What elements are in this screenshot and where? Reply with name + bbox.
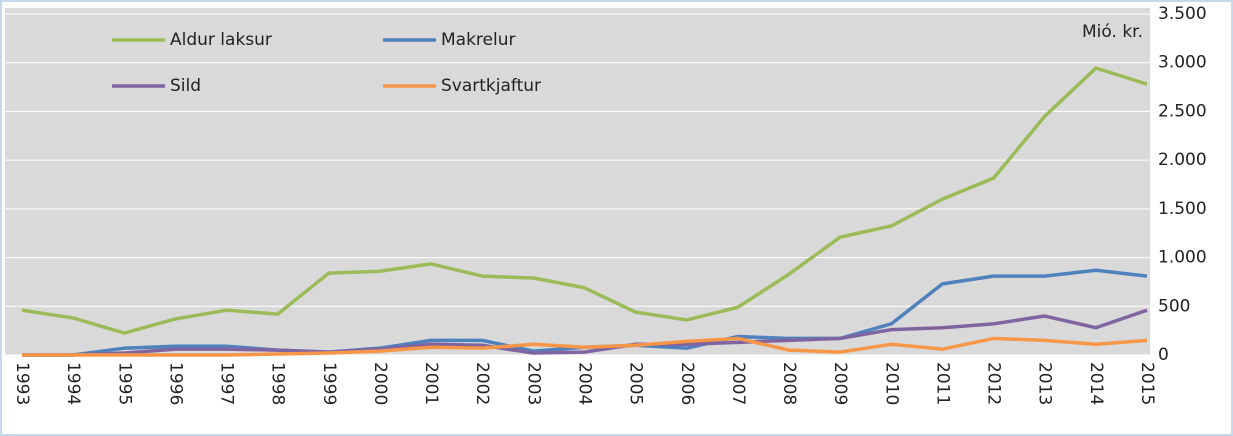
x-tick-label: 2003 [523,362,543,405]
x-tick-label: 1997 [217,362,237,405]
x-tick-label: 1995 [114,362,134,405]
y-tick-label: 500 [1158,296,1190,316]
x-tick-label: 2000 [370,362,390,405]
legend-label: Makrelur [441,30,516,50]
x-tick-label: 2007 [728,362,748,405]
x-tick-label: 2009 [830,362,850,405]
x-tick-label: 1998 [268,362,288,405]
series-line [22,336,1148,357]
x-tick-label: 2008 [779,362,799,405]
y-tick-label: 3.000 [1158,53,1207,73]
y-tick-label: 0 [1158,345,1169,365]
y-tick-label: 2.500 [1158,101,1207,121]
x-tick-label: 2012 [984,362,1004,405]
y-tick-label: 3.500 [1158,4,1207,24]
legend-label: Aldur laksur [170,30,272,50]
x-tick-label: 1993 [12,362,32,405]
x-tick-label: 1996 [165,362,185,405]
x-tick-label: 2010 [881,362,901,405]
series-line [22,308,1148,357]
series-line [21,66,1148,335]
x-tick-label: 2005 [626,362,646,405]
x-tick-label: 2001 [421,362,441,405]
legend-label: Sild [170,76,201,96]
y-tick-label: 1.000 [1158,248,1207,268]
x-tick-label: 1994 [63,362,83,405]
legend-label: Svartkjaftur [441,76,541,96]
y-tick-label: 2.000 [1158,150,1207,170]
plot-area [5,8,1150,355]
y-tick-label: 1.500 [1158,199,1207,219]
x-tick-label: 2002 [472,362,492,405]
x-tick-label: 2004 [575,362,595,405]
x-tick-label: 2011 [932,362,952,405]
x-tick-label: 2014 [1086,362,1106,405]
x-tick-label: 2006 [677,362,697,405]
x-tick-label: 1999 [319,362,339,405]
x-tick-label: 2015 [1137,362,1157,405]
unit-annotation: Mió. kr. [1082,22,1143,42]
x-tick-label: 2013 [1035,362,1055,405]
